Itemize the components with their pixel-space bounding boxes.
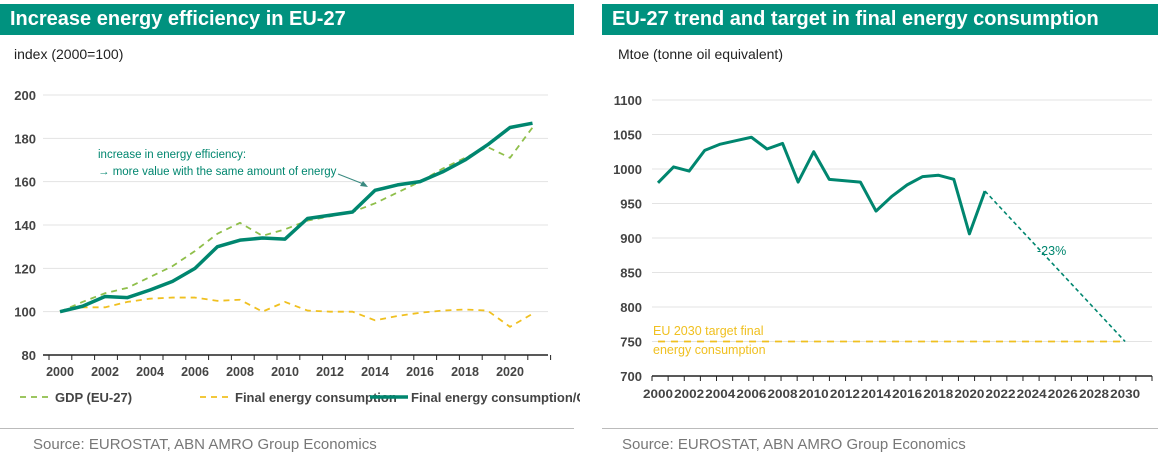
x-tick-label: 2000 <box>46 365 74 379</box>
x-tick-label: 2030 <box>1110 387 1140 401</box>
y-tick-label: 180 <box>14 131 36 146</box>
y-tick-label: 800 <box>620 300 642 315</box>
target-label-line-1: EU 2030 target final <box>653 324 764 338</box>
divider <box>0 428 574 429</box>
y-tick-label: 850 <box>620 266 642 281</box>
x-tick-label: 2020 <box>496 365 524 379</box>
y-tick-label: 700 <box>620 369 642 384</box>
x-tick-label: 2024 <box>1017 387 1047 401</box>
target-label-line-2: energy consumption <box>653 343 766 357</box>
divider <box>602 428 1158 429</box>
legend-label: Final energy consumption/GDP <box>411 390 580 405</box>
source-note: Source: EUROSTAT, ABN AMRO Group Economi… <box>622 436 966 453</box>
y-tick-label: 950 <box>620 197 642 212</box>
chart-title: EU-27 trend and target in final energy c… <box>602 4 1158 35</box>
x-tick-label: 2014 <box>861 387 891 401</box>
series-line <box>656 135 987 236</box>
x-tick-label: 2012 <box>316 365 344 379</box>
y-axis-label: Mtoe (tonne oil equivalent) <box>618 46 783 62</box>
x-tick-label: 2014 <box>361 365 389 379</box>
y-tick-label: 120 <box>14 261 36 276</box>
annotation-line-1: increase in energy efficiency: <box>98 149 246 161</box>
y-tick-label: 100 <box>14 305 36 320</box>
series-line-1 <box>59 126 534 313</box>
x-tick-label: 2016 <box>406 365 434 379</box>
y-tick-label: 200 <box>14 88 36 103</box>
right-panel: EU-27 trend and target in final energy c… <box>590 0 1160 460</box>
x-tick-label: 2028 <box>1079 387 1109 401</box>
x-tick-label: 2010 <box>799 387 829 401</box>
x-tick-label: 2000 <box>643 387 673 401</box>
source-note: Source: EUROSTAT, ABN AMRO Group Economi… <box>33 436 377 453</box>
legend-label: Final energy consumption <box>235 390 397 405</box>
y-tick-label: 1100 <box>614 93 642 108</box>
y-tick-label: 1000 <box>613 162 642 177</box>
y-tick-label: 160 <box>14 175 36 190</box>
left-panel: Increase energy efficiency in EU-27 inde… <box>0 4 580 453</box>
y-tick-label: 1050 <box>613 128 642 143</box>
annotation-line-2: → more value with the same amount of ene… <box>98 166 337 178</box>
x-tick-label: 2018 <box>923 387 953 401</box>
y-tick-label: 80 <box>22 348 36 363</box>
y-axis-label: index (2000=100) <box>14 46 124 62</box>
x-tick-label: 2004 <box>705 387 735 401</box>
chart-title: Increase energy efficiency in EU-27 <box>0 4 574 35</box>
y-tick-label: 750 <box>620 335 642 350</box>
x-tick-label: 2026 <box>1048 387 1078 401</box>
x-tick-label: 2016 <box>892 387 922 401</box>
projection-label: -23% <box>1037 244 1066 258</box>
x-tick-label: 2008 <box>768 387 798 401</box>
x-tick-label: 2002 <box>91 365 119 379</box>
projection-line <box>984 190 1126 343</box>
y-tick-label: 140 <box>14 218 36 233</box>
efficiency-chart: 80 100 120 140 160 180 200 2000 2002 2004 2006 2008… <box>14 88 580 405</box>
x-tick-label: 2004 <box>136 365 164 379</box>
x-tick-label: 2006 <box>181 365 209 379</box>
annotation-arrowhead <box>360 181 368 187</box>
x-tick-label: 2022 <box>986 387 1016 401</box>
series-line-3 <box>59 121 533 314</box>
x-tick-label: 2018 <box>451 365 479 379</box>
y-tick-label: 900 <box>620 231 642 246</box>
annotation-arrow <box>337 173 367 186</box>
x-tick-label: 2002 <box>674 387 704 401</box>
x-tick-label: 2020 <box>954 387 984 401</box>
series-line-2 <box>59 296 533 328</box>
x-tick-label: 2006 <box>736 387 766 401</box>
x-tick-label: 2010 <box>271 365 299 379</box>
legend-label: GDP (EU-27) <box>55 390 132 405</box>
x-tick-label: 2008 <box>226 365 254 379</box>
x-tick-label: 2012 <box>830 387 860 401</box>
